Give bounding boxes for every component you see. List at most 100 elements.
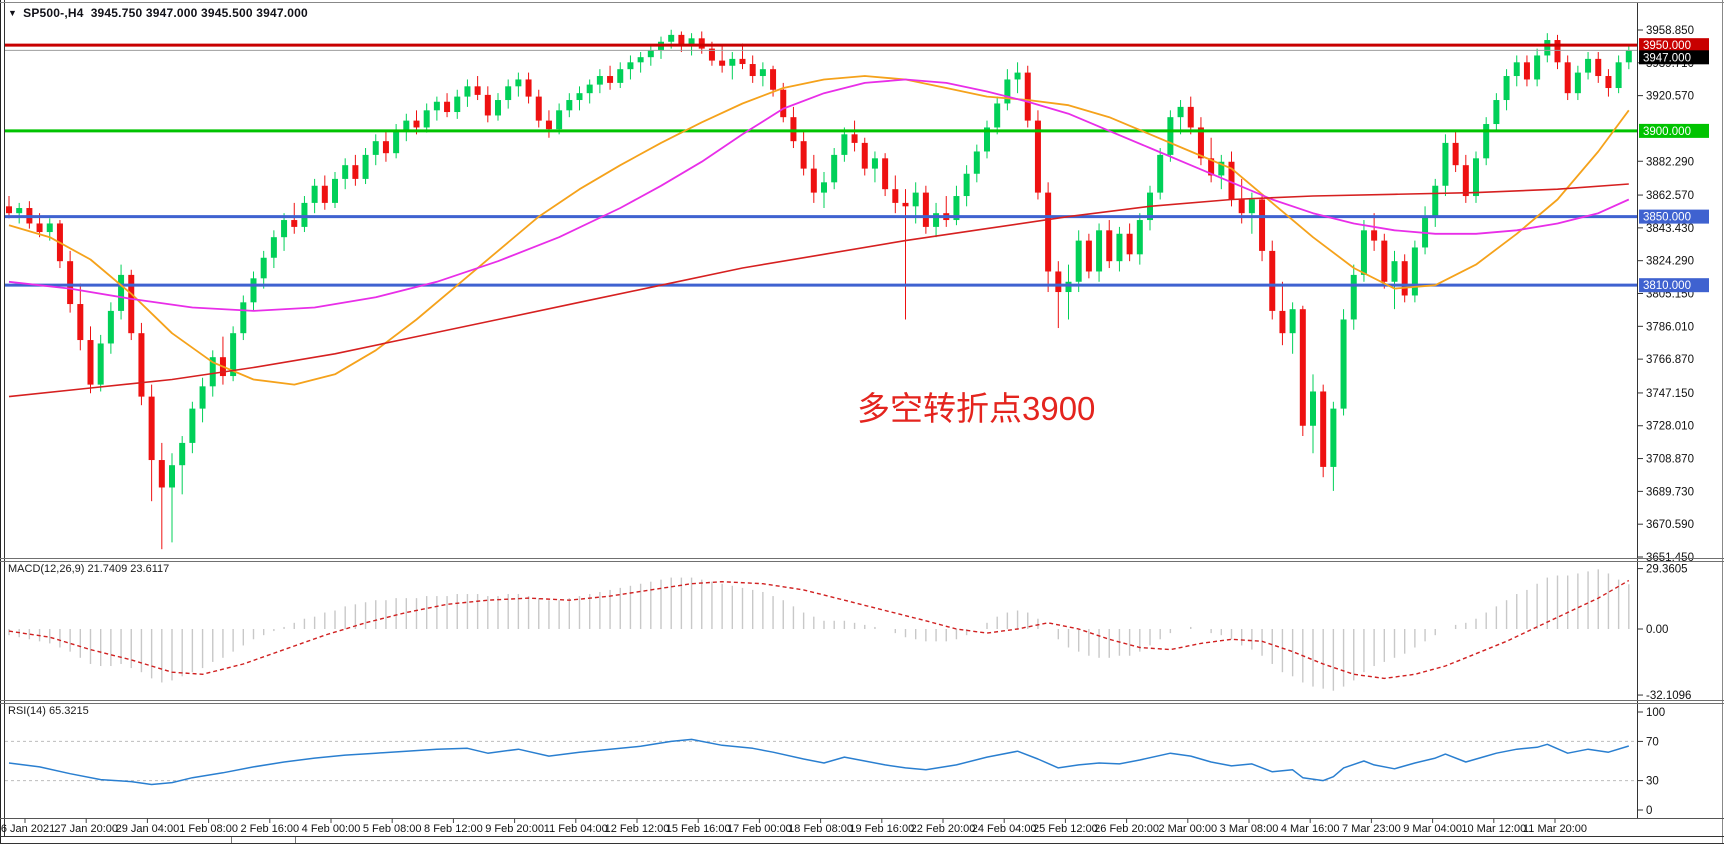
- candle-body: [922, 192, 929, 227]
- candle-body: [1106, 230, 1113, 262]
- time-axis-label[interactable]: 4 Mar 16:00: [1281, 823, 1340, 835]
- time-axis-label[interactable]: 9 Mar 04:00: [1403, 823, 1462, 835]
- time-axis-label[interactable]: 17 Feb 00:00: [727, 823, 792, 835]
- time-axis-label[interactable]: 18 Feb 08:00: [788, 823, 853, 835]
- candle-body: [963, 173, 970, 197]
- candle-body: [1503, 76, 1510, 101]
- candle-body: [1391, 261, 1398, 282]
- time-axis-label[interactable]: 29 Jan 04:00: [116, 823, 180, 835]
- candle-body: [1187, 106, 1194, 128]
- candle-body: [1218, 161, 1225, 176]
- time-axis-label[interactable]: 1 Feb 08:00: [179, 823, 238, 835]
- candle-body: [250, 278, 257, 303]
- candle-body: [1096, 230, 1103, 272]
- candle-body: [1615, 62, 1622, 89]
- candle-body: [179, 442, 186, 466]
- candle-body: [1197, 127, 1204, 159]
- candle-body: [1432, 185, 1439, 217]
- time-axis-label[interactable]: 10 Mar 12:00: [1461, 823, 1526, 835]
- candle-body: [107, 310, 114, 344]
- candle-body: [1075, 240, 1082, 282]
- candle-body: [1554, 40, 1561, 63]
- candle-body: [1330, 408, 1337, 467]
- candle-body: [1116, 233, 1123, 262]
- time-axis-label[interactable]: 2 Mar 00:00: [1158, 823, 1217, 835]
- candle-body: [1452, 142, 1459, 166]
- candle-body: [1177, 106, 1184, 118]
- time-axis-label[interactable]: 26 Feb 20:00: [1094, 823, 1159, 835]
- candle-body: [1523, 62, 1530, 80]
- time-axis-label[interactable]: 9 Feb 20:00: [485, 823, 544, 835]
- candle-body: [270, 237, 277, 258]
- candle-body: [1564, 62, 1571, 94]
- time-axis-label[interactable]: 19 Feb 16:00: [849, 823, 914, 835]
- time-axis-label[interactable]: 8 Feb 12:00: [424, 823, 483, 835]
- macd-tick-label: -32.1096: [1646, 690, 1691, 702]
- time-axis-label[interactable]: 22 Feb 20:00: [911, 823, 976, 835]
- time-axis-label[interactable]: 2 Feb 16:00: [240, 823, 299, 835]
- time-axis-label[interactable]: 25 Feb 12:00: [1033, 823, 1098, 835]
- candle-body: [1340, 319, 1347, 409]
- candle-body: [770, 69, 777, 90]
- candle-body: [1085, 240, 1092, 272]
- candle-body: [301, 202, 308, 227]
- candle-body: [1136, 220, 1143, 255]
- candle-body: [525, 79, 532, 97]
- macd-indicator-label: MACD(12,26,9) 21.7409 23.6117: [8, 563, 170, 575]
- macd-tick-label: 0.00: [1646, 624, 1668, 636]
- chevron-down-icon[interactable]: ▼: [8, 8, 18, 18]
- candle-body: [535, 96, 542, 121]
- time-axis-label[interactable]: 11 Feb 04:00: [544, 823, 608, 835]
- candle-body: [933, 213, 940, 227]
- ohlc-values: 3945.750 3947.000 3945.500 3947.000: [90, 6, 308, 20]
- candle-body: [1167, 117, 1174, 155]
- candle-body: [1310, 391, 1316, 426]
- candle-body: [291, 220, 298, 227]
- price-tick-label: 3786.010: [1646, 321, 1694, 333]
- candle-body: [1371, 230, 1378, 241]
- candle-body: [698, 38, 705, 49]
- candle-body: [780, 89, 787, 118]
- candle-body: [637, 57, 644, 63]
- candle-body: [240, 302, 247, 334]
- candle-body: [1513, 62, 1520, 77]
- candle-body: [1024, 72, 1031, 121]
- rsi-tick-label: 100: [1646, 707, 1665, 719]
- time-axis-label[interactable]: 27 Jan 20:00: [54, 823, 118, 835]
- candle-body: [1544, 40, 1551, 56]
- price-tick-label: 3958.850: [1646, 25, 1694, 37]
- candle-body: [352, 165, 359, 179]
- bottom-strip: [1, 837, 1722, 843]
- candle-body: [260, 257, 267, 279]
- candle-body: [281, 220, 288, 238]
- price-tick-label: 3882.290: [1646, 156, 1694, 168]
- time-axis-label[interactable]: 5 Feb 08:00: [363, 823, 422, 835]
- time-axis-label[interactable]: 3 Mar 08:00: [1220, 823, 1279, 835]
- time-axis-label[interactable]: 24 Feb 04:00: [972, 823, 1037, 835]
- candle-body: [128, 274, 135, 334]
- macd-tick-label: 29.3605: [1646, 564, 1688, 576]
- candle-body: [362, 154, 369, 179]
- candle-body: [97, 343, 104, 385]
- candle-body: [464, 86, 471, 97]
- candle-body: [821, 182, 827, 193]
- time-axis-label[interactable]: 7 Mar 23:00: [1342, 823, 1401, 835]
- candle-body: [393, 130, 400, 154]
- time-axis-label[interactable]: 11 Mar 20:00: [1523, 823, 1587, 835]
- candle-body: [1065, 281, 1072, 293]
- time-axis-label[interactable]: 12 Feb 12:00: [605, 823, 670, 835]
- candle-body: [596, 76, 603, 85]
- candle-body: [1320, 391, 1327, 467]
- candle-body: [831, 154, 838, 183]
- time-axis-label[interactable]: 4 Feb 00:00: [302, 823, 361, 835]
- chart-text-annotation[interactable]: 多空转折点3900: [857, 390, 1096, 427]
- candle-body: [1004, 79, 1011, 104]
- candle-body: [607, 76, 614, 83]
- candle-body: [861, 142, 868, 169]
- candle-body: [1534, 55, 1541, 80]
- time-axis-label[interactable]: 26 Jan 2021: [0, 823, 55, 835]
- candle-body: [1411, 247, 1418, 296]
- time-axis-label[interactable]: 15 Feb 16:00: [666, 823, 731, 835]
- candle-body: [953, 196, 960, 221]
